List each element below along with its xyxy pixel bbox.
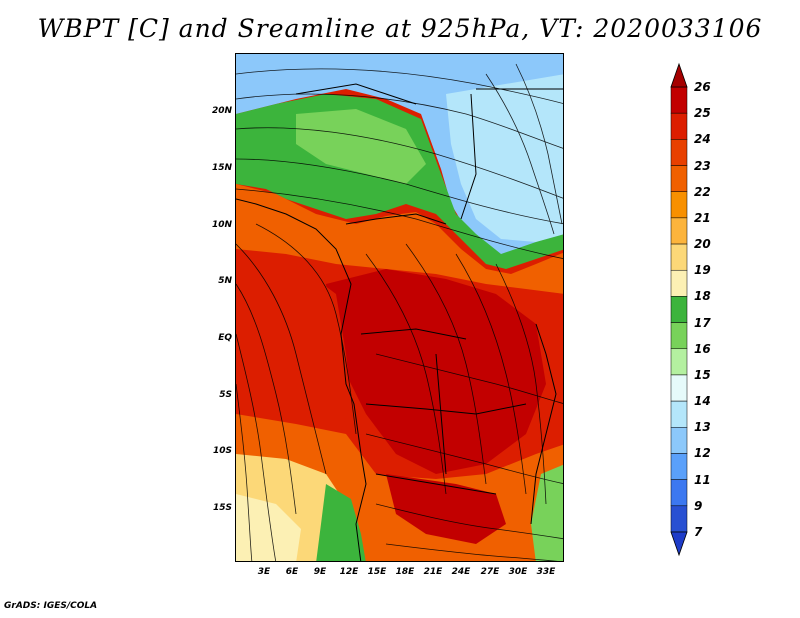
lon-label-27e: 27E: [480, 567, 500, 577]
colorbar-label: 15: [694, 367, 711, 382]
colorbar-label: 21: [694, 210, 711, 225]
colorbar-segment: [670, 479, 688, 507]
coastlines: [236, 83, 563, 561]
footer-credit: GrADS: IGES/COLA: [4, 601, 98, 611]
colorbar-segment: [670, 400, 688, 428]
colorbar-segment: [670, 374, 688, 402]
colorbar-label: 14: [694, 394, 711, 409]
lat-label-5s: 5S: [219, 390, 232, 400]
colorbar-label: 20: [694, 237, 711, 252]
colorbar-segment: [670, 217, 688, 245]
colorbar-segment: [670, 112, 688, 140]
colorbar-label: 26: [694, 80, 711, 94]
colorbar-segment: [670, 348, 688, 376]
colorbar-segment: [670, 427, 688, 454]
colorbar-segment: [670, 86, 688, 114]
map-panel: [235, 53, 564, 562]
colorbar-label: 17: [694, 315, 711, 330]
colorbar-label: 22: [694, 184, 711, 199]
colorbar-label: 23: [694, 158, 711, 173]
colorbar-segment: [670, 322, 688, 350]
colorbar-segment: [670, 165, 688, 192]
lat-label-20n: 20N: [211, 106, 232, 116]
lon-label-33e: 33E: [536, 567, 556, 577]
field-lightblue-northeast: [446, 74, 563, 242]
colorbar-label: 25: [694, 106, 711, 121]
colorbar-segment: [670, 191, 688, 219]
map-title: WBPT [C] and Sreamline at 925hPa, VT: 20…: [37, 14, 763, 43]
lat-label-5n: 5N: [218, 276, 232, 286]
colorbar: [670, 62, 688, 557]
lon-label-30e: 30E: [508, 567, 528, 577]
colorbar-segment: [670, 139, 688, 166]
field-red-west: [236, 254, 351, 454]
field-green-south: [316, 484, 366, 561]
lon-label-18e: 18E: [395, 567, 415, 577]
colorbar-segment: [670, 243, 688, 271]
lon-label-3e: 3E: [257, 567, 271, 577]
colorbar-label: 24: [694, 132, 711, 147]
lon-label-21e: 21E: [423, 567, 443, 577]
colorbar-label: 13: [694, 420, 711, 435]
map-canvas: [236, 54, 563, 561]
lon-label-12e: 12E: [339, 567, 359, 577]
colorbar-top-arrow: [670, 62, 688, 88]
colorbar-label: 12: [694, 446, 711, 461]
lon-label-24e: 24E: [451, 567, 471, 577]
colorbar-bottom-arrow: [670, 531, 688, 557]
field-green-east: [531, 464, 563, 561]
lat-label-15s: 15S: [212, 503, 232, 513]
streamlines: [236, 63, 563, 561]
field-orange-band: [236, 184, 563, 294]
lon-label-15e: 15E: [367, 567, 387, 577]
field-lightgreen-patch: [296, 109, 426, 184]
colorbar-segment: [670, 269, 688, 297]
lat-label-eq: EQ: [218, 333, 232, 343]
lon-label-6e: 6E: [285, 567, 299, 577]
colorbar-segment: [670, 505, 688, 533]
lon-label-9e: 9E: [313, 567, 327, 577]
lat-label-15n: 15N: [211, 163, 232, 173]
field-paleyellow-southwest: [236, 494, 301, 561]
colorbar-label: 18: [694, 289, 711, 304]
lat-label-10s: 10S: [212, 446, 232, 456]
colorbar-segment: [670, 296, 688, 323]
colorbar-label: 19: [694, 263, 711, 278]
colorbar-segment: [670, 453, 688, 480]
field-darkred-core: [326, 269, 546, 474]
colorbar-label: 7: [694, 525, 703, 539]
colorbar-label: 16: [694, 341, 711, 356]
colorbar-label: 9: [694, 498, 703, 513]
colorbar-label: 11: [694, 472, 711, 487]
lat-label-10n: 10N: [211, 220, 232, 230]
